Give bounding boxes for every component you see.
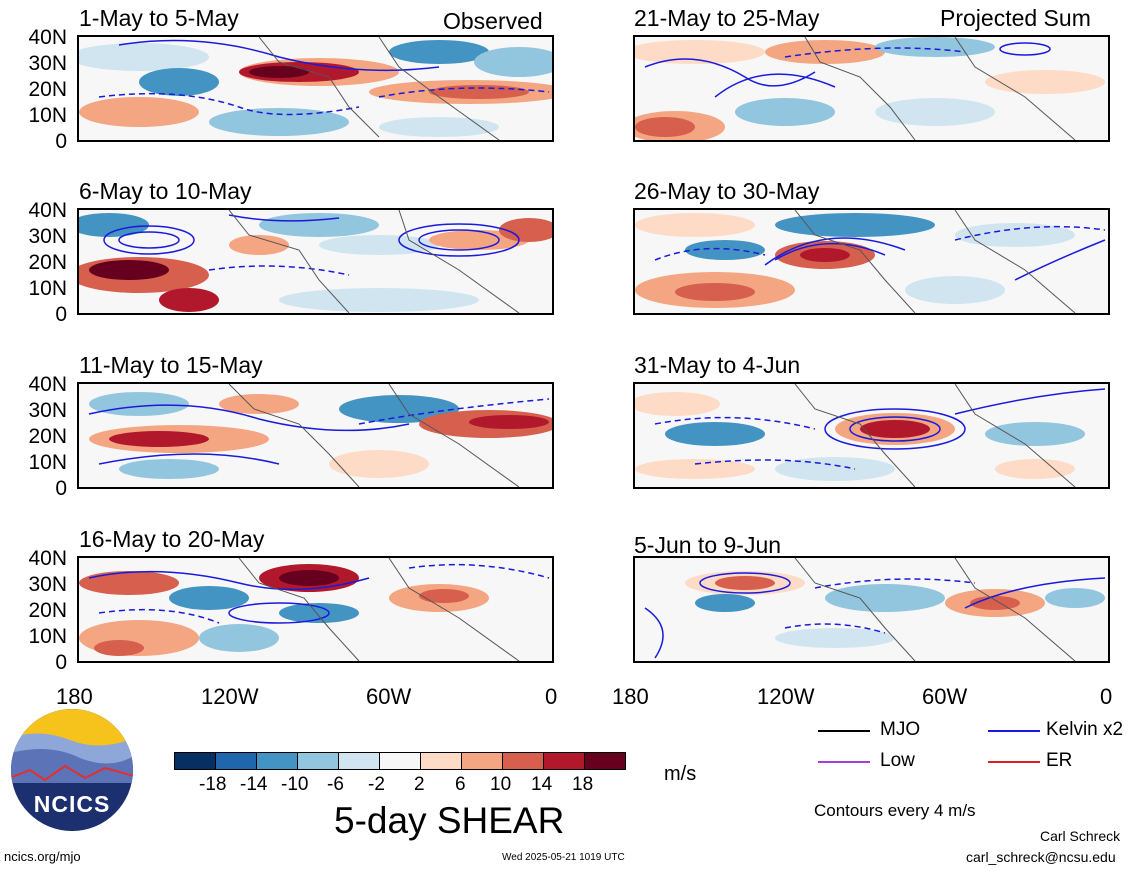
x-tick: 0: [545, 684, 558, 709]
shear-map: [77, 35, 554, 142]
shear-map: [633, 35, 1110, 142]
footer-author: Carl Schreck: [1040, 828, 1121, 844]
colorbar-label: -18: [199, 774, 227, 795]
panel-title: 21-May to 25-May: [634, 5, 820, 31]
colorbar-swatch: [215, 752, 257, 770]
x-tick: 180: [612, 684, 649, 709]
colorbar-swatch: [461, 752, 503, 770]
panel-title: 11-May to 15-May: [79, 352, 263, 378]
colorbar-label: 6: [455, 774, 466, 795]
y-tick: 30N: [28, 573, 67, 596]
legend-label-low: Low: [880, 750, 915, 771]
y-tick: 40N: [28, 373, 67, 396]
legend-swatch-er: [988, 761, 1040, 763]
colorbar-label: -6: [327, 774, 344, 795]
contour-note: Contours every 4 m/s: [814, 801, 976, 820]
panel-title: 5-Jun to 9-Jun: [634, 532, 782, 558]
y-tick: 20N: [28, 251, 67, 274]
colorbar-label: -2: [368, 774, 385, 795]
legend-label-kelvin: Kelvin x2: [1046, 719, 1124, 740]
colorbar-swatch: [174, 752, 216, 770]
y-tick: 20N: [28, 425, 67, 448]
y-tick: 20N: [28, 78, 67, 101]
y-tick: 40N: [28, 547, 67, 570]
colorbar-label: -10: [281, 774, 309, 795]
x-tick: 60W: [922, 684, 968, 709]
colorbar-label: 2: [414, 774, 425, 795]
colorbar-swatch: [338, 752, 380, 770]
shear-map: [633, 556, 1110, 663]
legend-swatch-low: [818, 761, 870, 763]
footer-email: carl_schreck@ncsu.edu: [966, 849, 1116, 865]
panel-title: 31-May to 4-Jun: [634, 352, 801, 378]
y-tick: 30N: [28, 399, 67, 422]
colorbar-swatch: [584, 752, 626, 770]
observed-label: Observed: [443, 8, 543, 34]
y-tick: 0: [55, 303, 67, 326]
shear-map: [77, 208, 554, 315]
y-tick: 30N: [28, 225, 67, 248]
colorbar-label: -14: [240, 774, 268, 795]
logo-text: NCICS: [33, 791, 111, 817]
y-tick: 40N: [28, 199, 67, 222]
y-tick: 0: [55, 130, 67, 153]
legend-swatch-kelvin: [988, 730, 1040, 732]
x-tick: 0: [1100, 684, 1113, 709]
colorbar-swatch: [297, 752, 339, 770]
panel-title: 6-May to 10-May: [79, 178, 252, 204]
colorbar-label: 18: [572, 774, 594, 795]
shear-map: [77, 556, 554, 663]
x-tick: 60W: [366, 684, 412, 709]
x-tick: 120W: [757, 684, 815, 709]
shear-map: [633, 208, 1110, 315]
colorbar-swatch: [379, 752, 421, 770]
x-tick: 120W: [201, 684, 259, 709]
x-tick: 180: [56, 684, 93, 709]
colorbar-label: 10: [490, 774, 512, 795]
projected-sum-label: Projected Sum: [940, 5, 1091, 31]
colorbar-label: 14: [531, 774, 553, 795]
y-tick: 10N: [28, 104, 67, 127]
y-tick: 40N: [28, 26, 67, 49]
shear-map: [633, 382, 1110, 489]
footer-timestamp: Wed 2025-05-21 1019 UTC: [502, 852, 625, 863]
shear-map: [77, 382, 554, 489]
legend-label-mjo: MJO: [880, 719, 921, 740]
panel-title: 1-May to 5-May: [79, 5, 239, 31]
panel-title: 16-May to 20-May: [79, 526, 265, 552]
y-tick: 20N: [28, 599, 67, 622]
colorbar-unit: m/s: [664, 763, 697, 785]
legend-swatch-mjo: [818, 730, 870, 732]
y-tick: 10N: [28, 625, 67, 648]
colorbar-swatch: [502, 752, 544, 770]
y-tick: 30N: [28, 52, 67, 75]
y-tick: 10N: [28, 277, 67, 300]
main-title: 5-day SHEAR: [334, 800, 565, 841]
y-tick: 0: [55, 477, 67, 500]
colorbar-swatch: [543, 752, 585, 770]
footer-url: ncics.org/mjo: [4, 849, 81, 864]
y-tick: 0: [55, 651, 67, 674]
legend-label-er: ER: [1046, 750, 1073, 771]
ncics-logo: NCICS: [10, 708, 134, 832]
panel-title: 26-May to 30-May: [634, 178, 820, 204]
colorbar-swatch: [420, 752, 462, 770]
colorbar-swatch: [256, 752, 298, 770]
y-tick: 10N: [28, 451, 67, 474]
